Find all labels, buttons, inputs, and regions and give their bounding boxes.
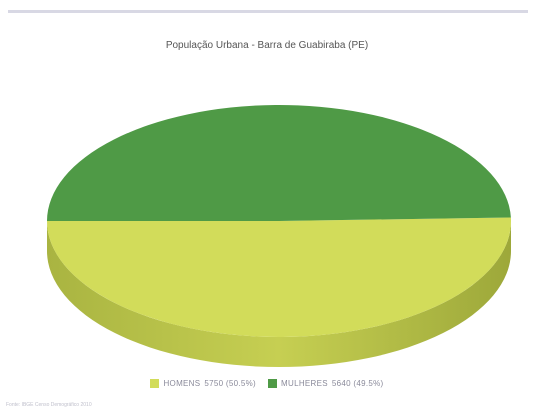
pie-side-homens — [47, 221, 511, 367]
chart-legend: HOMENS 5750 (50.5%) MULHERES 5640 (49.5%… — [0, 379, 534, 388]
legend-label-homens: HOMENS — [163, 379, 201, 388]
pie-slice-homens — [47, 217, 511, 337]
top-divider — [8, 10, 528, 13]
source-note: Fonte: IBGE Censo Demográfico 2010 — [6, 402, 92, 408]
legend-swatch-mulheres — [268, 379, 278, 388]
legend-label-mulheres: MULHERES — [281, 379, 328, 388]
legend-swatch-homens — [150, 379, 160, 388]
chart-title: População Urbana - Barra de Guabiraba (P… — [165, 40, 369, 51]
legend-item-mulheres: MULHERES 5640 (49.5%) — [268, 379, 384, 388]
legend-value-mulheres: 5640 (49.5%) — [331, 379, 384, 388]
pie-slice-mulheres — [47, 104, 511, 221]
legend-value-homens: 5750 (50.5%) — [204, 379, 257, 388]
legend-item-homens: HOMENS 5750 (50.5%) — [150, 379, 256, 388]
